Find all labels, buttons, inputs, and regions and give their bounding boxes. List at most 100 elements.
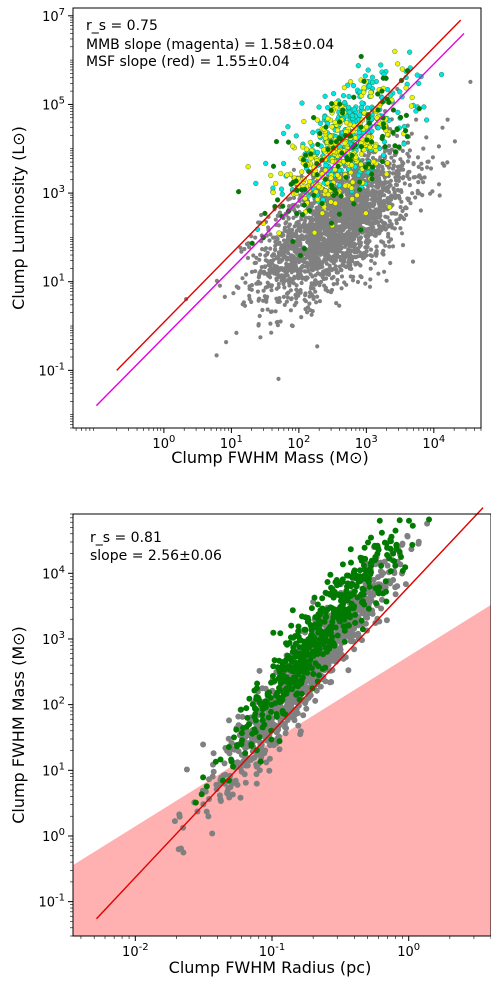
scatter-point — [309, 665, 315, 672]
scatter-point — [316, 104, 322, 110]
scatter-point — [364, 229, 369, 234]
scatter-point — [300, 712, 307, 719]
scatter-point — [310, 236, 315, 241]
scatter-point — [294, 710, 301, 717]
scatter-point — [390, 550, 397, 557]
scatter-point — [404, 206, 409, 211]
scatter-point — [389, 195, 394, 200]
scatter-point — [387, 218, 392, 224]
scatter-point — [366, 583, 373, 590]
scatter-point — [373, 600, 380, 607]
scatter-point — [402, 216, 407, 222]
scatter-point — [358, 161, 364, 168]
fit-line — [95, 507, 484, 920]
scatter-point — [183, 766, 190, 773]
scatter-point — [311, 259, 316, 264]
scatter-point — [338, 267, 343, 272]
scatter-point — [293, 133, 299, 139]
scatter-point — [283, 685, 290, 692]
scatter-point — [387, 244, 392, 249]
scatter-point — [356, 578, 363, 585]
scatter-point — [391, 558, 398, 565]
scatter-point — [245, 164, 251, 170]
scatter-point — [336, 168, 342, 174]
scatter-point — [321, 272, 326, 277]
scatter-point — [260, 307, 265, 313]
scatter-point — [329, 182, 335, 189]
scatter-point — [249, 287, 254, 292]
scatter-point — [416, 164, 421, 169]
scatter-point — [316, 237, 322, 242]
scatter-point — [246, 695, 253, 702]
scatter-point — [304, 669, 311, 676]
annotation-rs-bottom: r_s = 0.81 — [90, 530, 162, 546]
scatter-point — [430, 189, 435, 194]
scatter-point — [265, 307, 270, 312]
scatter-point — [369, 209, 375, 214]
scatter-point — [291, 698, 298, 705]
scatter-point — [280, 203, 286, 209]
scatter-point — [256, 734, 263, 741]
scatter-point — [369, 258, 374, 263]
scatter-point — [365, 241, 370, 246]
scatter-point — [203, 783, 210, 790]
scatter-point — [349, 259, 354, 264]
scatter-point — [395, 187, 400, 193]
scatter-point — [371, 225, 376, 230]
scatter-point — [323, 230, 328, 235]
scatter-point — [361, 601, 368, 608]
scatter-point — [263, 253, 268, 258]
scatter-point — [392, 143, 398, 149]
scatter-point — [398, 554, 404, 560]
scatter-point — [308, 605, 315, 612]
scatter-point — [364, 196, 369, 202]
scatter-point — [308, 155, 314, 162]
scatter-point — [312, 697, 319, 704]
scatter-point — [321, 618, 328, 625]
scatter-point — [321, 242, 326, 247]
scatter-point — [180, 849, 187, 856]
scatter-point — [355, 63, 361, 69]
scatter-point — [307, 139, 314, 146]
scatter-point — [281, 245, 286, 250]
scatter-point — [394, 583, 401, 590]
scatter-point — [310, 309, 315, 314]
scatter-point — [404, 212, 409, 218]
scatter-point — [266, 282, 272, 287]
scatter-point — [265, 714, 272, 721]
scatter-point — [365, 539, 371, 546]
scatter-point — [351, 248, 356, 253]
x-tick-label: 100 — [397, 942, 420, 960]
scatter-point — [372, 585, 379, 592]
scatter-point — [400, 163, 405, 168]
scatter-point — [267, 238, 272, 243]
scatter-point — [302, 639, 309, 646]
scatter-point — [270, 189, 276, 196]
scatter-point — [317, 299, 322, 304]
scatter-point — [342, 259, 347, 264]
scatter-point — [421, 104, 427, 110]
scatter-point — [314, 196, 321, 203]
scatter-point — [361, 85, 367, 91]
scatter-point — [305, 262, 310, 267]
scatter-point — [225, 744, 232, 750]
scatter-point — [234, 742, 240, 748]
scatter-point — [297, 728, 304, 735]
scatter-point — [239, 737, 245, 744]
scatter-point — [226, 717, 232, 724]
scatter-point — [314, 650, 320, 657]
scatter-point — [354, 233, 359, 238]
scatter-point — [400, 160, 405, 165]
scatter-point — [386, 204, 393, 210]
scatter-point — [330, 158, 336, 165]
scatter-point — [289, 607, 296, 614]
scatter-point — [263, 246, 269, 251]
scatter-point — [314, 601, 321, 608]
scatter-point — [337, 235, 343, 240]
scatter-point — [301, 626, 308, 633]
x-tick-label: 100 — [152, 434, 175, 452]
scatter-point — [322, 248, 327, 253]
scatter-point — [392, 226, 397, 231]
scatter-point — [273, 713, 280, 720]
